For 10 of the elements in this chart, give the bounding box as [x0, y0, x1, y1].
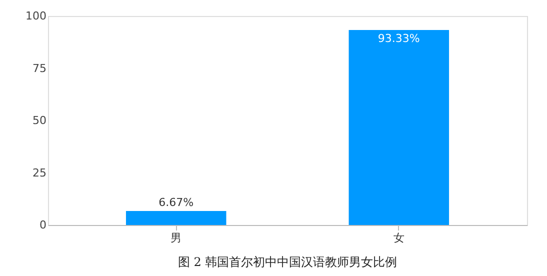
y-tick-label: 100 — [26, 10, 46, 22]
y-tick-label: 75 — [32, 62, 46, 75]
y-tick-label: 25 — [32, 166, 46, 180]
y-tick-label: 0 — [40, 218, 46, 232]
x-tick-label: 女 — [393, 232, 404, 244]
data-label: 93.33% — [378, 32, 420, 45]
x-tick-label: 男 — [170, 232, 182, 244]
y-tick-label: 50 — [32, 114, 46, 127]
text: 图 2 韩国首尔初中中国汉语教师男女比例 — [178, 255, 398, 269]
data-label: 6.67% — [158, 196, 194, 210]
